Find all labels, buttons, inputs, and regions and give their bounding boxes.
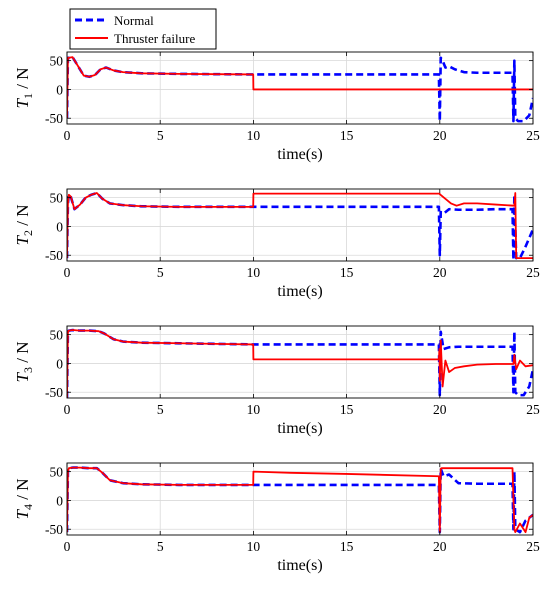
y-axis-label: T3 / N — [13, 342, 35, 383]
plot-area — [67, 52, 533, 124]
x-tick-label: 20 — [433, 539, 447, 554]
y-tick-label: -50 — [45, 111, 63, 126]
axes-frame — [66, 188, 534, 262]
y-tick-label: 50 — [50, 465, 64, 480]
y-tick-label: -50 — [45, 248, 63, 263]
x-tick-label: 10 — [247, 265, 261, 280]
plot-area — [67, 189, 533, 261]
y-tick-label: 50 — [50, 54, 64, 69]
x-tick-label: 5 — [157, 265, 164, 280]
x-tick-label: 10 — [247, 402, 261, 417]
y-tick-label: -50 — [45, 385, 63, 400]
x-tick-label: 15 — [340, 539, 354, 554]
x-axis-label: time(s) — [277, 557, 322, 574]
y-axis-label: T1 / N — [13, 68, 35, 109]
x-tick-label: 5 — [157, 402, 164, 417]
plot-area — [67, 326, 533, 398]
series-line-thruster-failure — [67, 329, 533, 398]
y-tick-label: 50 — [50, 328, 64, 343]
x-tick-label: 5 — [157, 539, 164, 554]
x-tick-label: 20 — [433, 128, 447, 143]
x-tick-label: 25 — [526, 128, 540, 143]
x-tick-label: 25 — [526, 402, 540, 417]
legend-label-normal: Normal — [114, 13, 154, 28]
series-line-thruster-failure — [67, 56, 533, 119]
legend-label-thruster-failure: Thruster failure — [114, 31, 195, 46]
legend-box — [69, 8, 217, 50]
x-tick-label: 0 — [64, 402, 71, 417]
x-tick-label: 5 — [157, 128, 164, 143]
series-line-thruster-failure — [67, 466, 533, 534]
axes-frame — [66, 325, 534, 399]
x-axis-label: time(s) — [277, 283, 322, 300]
y-tick-label: -50 — [45, 522, 63, 537]
x-tick-label: 10 — [247, 128, 261, 143]
axes-frame — [66, 462, 534, 536]
y-axis-label: T2 / N — [13, 205, 35, 246]
x-tick-label: 25 — [526, 539, 540, 554]
x-axis-label: time(s) — [277, 146, 322, 163]
legend: Normal Thruster failure — [69, 8, 217, 50]
x-tick-label: 10 — [247, 539, 261, 554]
x-tick-label: 25 — [526, 265, 540, 280]
x-tick-label: 20 — [433, 402, 447, 417]
x-tick-label: 15 — [340, 402, 354, 417]
x-tick-label: 20 — [433, 265, 447, 280]
x-axis-label: time(s) — [277, 420, 322, 437]
y-tick-label: 50 — [50, 191, 64, 206]
y-tick-label: 0 — [56, 493, 63, 508]
x-tick-label: 0 — [64, 539, 71, 554]
x-tick-label: 0 — [64, 128, 71, 143]
series-line-normal — [67, 466, 533, 534]
y-axis-label: T4 / N — [13, 479, 35, 520]
y-tick-label: 0 — [56, 82, 63, 97]
plot-area — [67, 463, 533, 535]
axes-frame — [66, 51, 534, 125]
y-tick-label: 0 — [56, 219, 63, 234]
x-tick-label: 15 — [340, 128, 354, 143]
x-tick-label: 0 — [64, 265, 71, 280]
series-line-thruster-failure — [67, 192, 533, 260]
y-tick-label: 0 — [56, 356, 63, 371]
x-tick-label: 15 — [340, 265, 354, 280]
